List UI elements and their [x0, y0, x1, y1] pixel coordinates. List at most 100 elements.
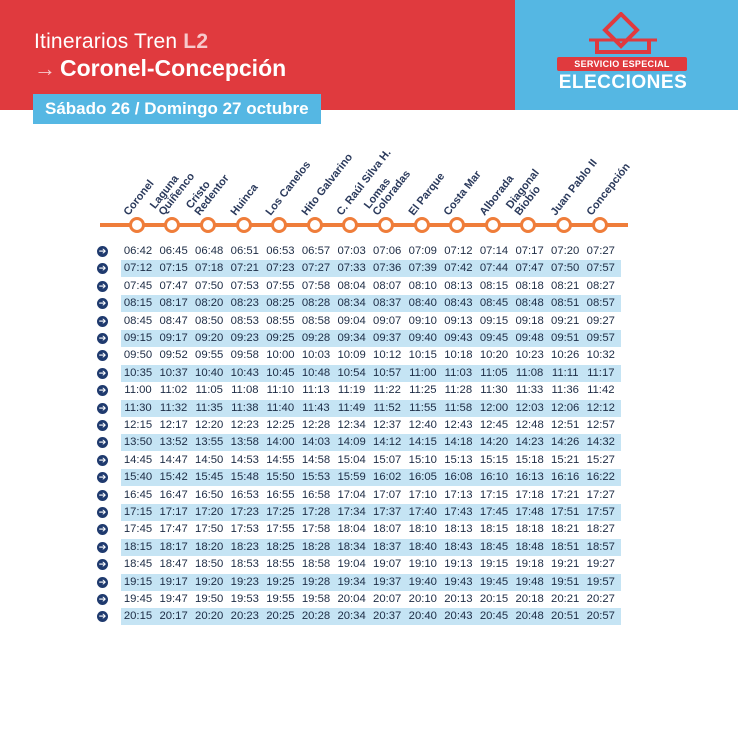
time-cell: 07:47	[159, 279, 188, 292]
table-row: ➔ 16:45 16:47 16:50 16:53 16:55 16:58 17:04 17:0…	[97, 487, 623, 504]
time-cell: 20:21	[551, 593, 580, 605]
time-cell: 18:27	[586, 523, 615, 536]
time-cell: 08:25	[266, 297, 295, 310]
time-cell: 15:40	[123, 471, 153, 484]
row-shade	[121, 504, 621, 521]
row-shade	[121, 330, 621, 347]
time-cell: 08:15	[479, 279, 509, 292]
time-cell: 17:07	[373, 488, 402, 501]
time-cell: 16:13	[515, 471, 544, 484]
row-shade	[121, 260, 621, 278]
time-cell: 16:53	[230, 488, 259, 501]
time-cell: 18:21	[551, 523, 580, 536]
station-dot	[271, 217, 288, 233]
row-shade	[121, 399, 621, 417]
time-cell: 09:52	[159, 349, 188, 362]
row-shade	[121, 573, 621, 591]
logo-title: ELECCIONES	[558, 72, 688, 93]
time-cell: 12:45	[479, 419, 509, 431]
time-cell: 17:40	[408, 506, 437, 518]
time-cell: 11:02	[159, 384, 188, 397]
station-label: Huinca	[228, 182, 260, 218]
station-dot	[449, 217, 466, 233]
table-row: ➔ 17:45 17:47 17:50 17:53 17:55 17:58 18:04 18:0…	[97, 521, 623, 538]
time-cell: 08:45	[479, 297, 509, 310]
station-dot	[306, 217, 323, 233]
time-cell: 09:04	[337, 314, 366, 327]
time-cell: 18:51	[551, 540, 580, 553]
time-cell: 10:37	[159, 366, 188, 379]
table-row: ➔ 11:30 11:32 11:35 11:38 11:40 11:43 11:49 11:5…	[97, 399, 623, 417]
time-cell: 19:53	[230, 593, 259, 605]
row-shade	[121, 295, 621, 313]
time-cell: 19:48	[515, 575, 544, 588]
time-cell: 08:27	[586, 279, 615, 292]
row-shade	[121, 538, 621, 556]
time-cell: 19:47	[159, 593, 188, 605]
time-cell: 09:10	[408, 314, 437, 327]
time-cell: 18:13	[444, 523, 473, 536]
time-cell: 19:40	[408, 575, 437, 588]
time-cell: 17:55	[266, 523, 295, 536]
arrow-circle-icon: ➔	[97, 420, 108, 431]
time-cell: 07:55	[266, 279, 295, 292]
arrow-circle-icon: ➔	[97, 263, 108, 275]
arrow-circle-icon: ➔	[97, 472, 108, 484]
time-cell: 16:22	[586, 471, 615, 484]
station-label: Diagonal Biobío	[504, 167, 551, 218]
time-cell: 20:25	[266, 610, 295, 623]
time-cell: 07:09	[408, 245, 437, 257]
time-cell: 12:17	[159, 419, 188, 431]
time-cell: 11:32	[159, 401, 188, 414]
time-cell: 07:57	[586, 262, 615, 275]
time-cell: 12:23	[230, 419, 259, 431]
time-cell: 16:16	[551, 471, 580, 484]
time-cell: 15:53	[301, 471, 331, 484]
time-cell: 19:45	[123, 593, 153, 605]
time-cell: 10:43	[230, 366, 259, 379]
time-cell: 19:21	[551, 558, 580, 571]
time-cell: 08:58	[301, 314, 331, 327]
time-cell: 14:00	[266, 436, 295, 449]
time-cell: 18:43	[444, 540, 473, 553]
time-cell: 19:28	[301, 575, 331, 588]
time-cell: 20:37	[373, 610, 402, 623]
time-cell: 11:52	[373, 401, 401, 414]
time-cell: 18:20	[195, 540, 224, 553]
arrow-circle-icon: ➔	[97, 559, 108, 571]
time-cell: 20:15	[479, 593, 509, 605]
time-cell: 07:58	[301, 279, 331, 292]
time-cell: 08:43	[444, 297, 473, 310]
time-cell: 09:07	[373, 314, 402, 327]
time-cell: 17:10	[408, 488, 437, 501]
time-cell: 08:04	[337, 279, 366, 292]
time-cell: 20:18	[515, 593, 544, 605]
time-cell: 17:28	[301, 506, 331, 518]
time-cell: 14:45	[123, 453, 153, 466]
date-badge: Sábado 26 / Domingo 27 octubre	[33, 94, 321, 124]
time-cell: 17:48	[515, 506, 544, 518]
arrow-circle-icon: ➔	[97, 507, 108, 518]
time-cell: 07:45	[123, 279, 153, 292]
time-cell: 17:15	[479, 488, 509, 501]
time-cell: 19:50	[195, 593, 224, 605]
time-cell: 10:32	[586, 349, 615, 362]
time-cell: 09:27	[586, 314, 615, 327]
table-row: ➔ 08:45 08:47 08:50 08:53 08:55 08:58 09:04 09:0…	[97, 313, 623, 330]
time-cell: 11:49	[337, 401, 366, 414]
time-cell: 06:48	[195, 245, 224, 257]
table-row: ➔ 18:45 18:47 18:50 18:53 18:55 18:58 19:04 19:0…	[97, 556, 623, 573]
time-cell: 09:15	[123, 332, 153, 344]
time-cell: 11:30	[124, 401, 152, 414]
arrow-circle-icon: ➔	[97, 246, 108, 257]
time-cell: 12:06	[551, 401, 580, 414]
time-cell: 19:34	[337, 575, 366, 588]
time-cell: 08:57	[586, 297, 615, 310]
time-cell: 08:13	[444, 279, 473, 292]
time-cell: 20:57	[586, 610, 615, 623]
time-cell: 09:57	[586, 332, 615, 344]
time-cell: 12:00	[479, 401, 509, 414]
time-cell: 18:28	[301, 540, 331, 553]
time-cell: 18:45	[479, 540, 509, 553]
row-shade	[121, 364, 621, 382]
